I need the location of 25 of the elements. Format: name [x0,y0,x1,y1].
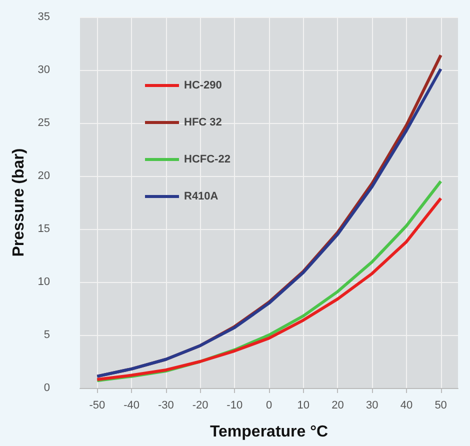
y-axis-title: Pressure (bar) [10,148,28,257]
legend-label: HFC 32 [184,116,222,128]
x-tick-label: 0 [266,400,272,412]
y-tick-label: 0 [44,382,50,394]
y-tick-label: 30 [38,64,50,76]
x-tick-label: -10 [226,400,243,412]
x-tick-label: 50 [434,400,447,412]
y-tick-label: 35 [38,11,50,23]
x-tick-label: 40 [400,400,413,412]
x-tick-label: -50 [89,400,106,412]
y-tick-label: 25 [38,117,50,129]
x-axis-title: Temperature °C [210,424,329,440]
y-tick-label: 5 [44,329,50,341]
x-tick-label: 10 [297,400,310,412]
x-tick-label: -40 [124,400,140,412]
x-tick-label: 20 [332,400,344,412]
x-tick-label: -30 [158,400,174,412]
x-tick-label: -20 [192,400,208,412]
y-tick-label: 15 [38,223,50,235]
legend-label: HCFC-22 [184,154,230,166]
x-tick-label: 30 [366,400,378,412]
legend-label: R410A [184,190,218,202]
y-tick-label: 10 [38,276,50,288]
legend-label: HC-290 [184,80,222,92]
y-tick-label: 20 [38,170,50,182]
